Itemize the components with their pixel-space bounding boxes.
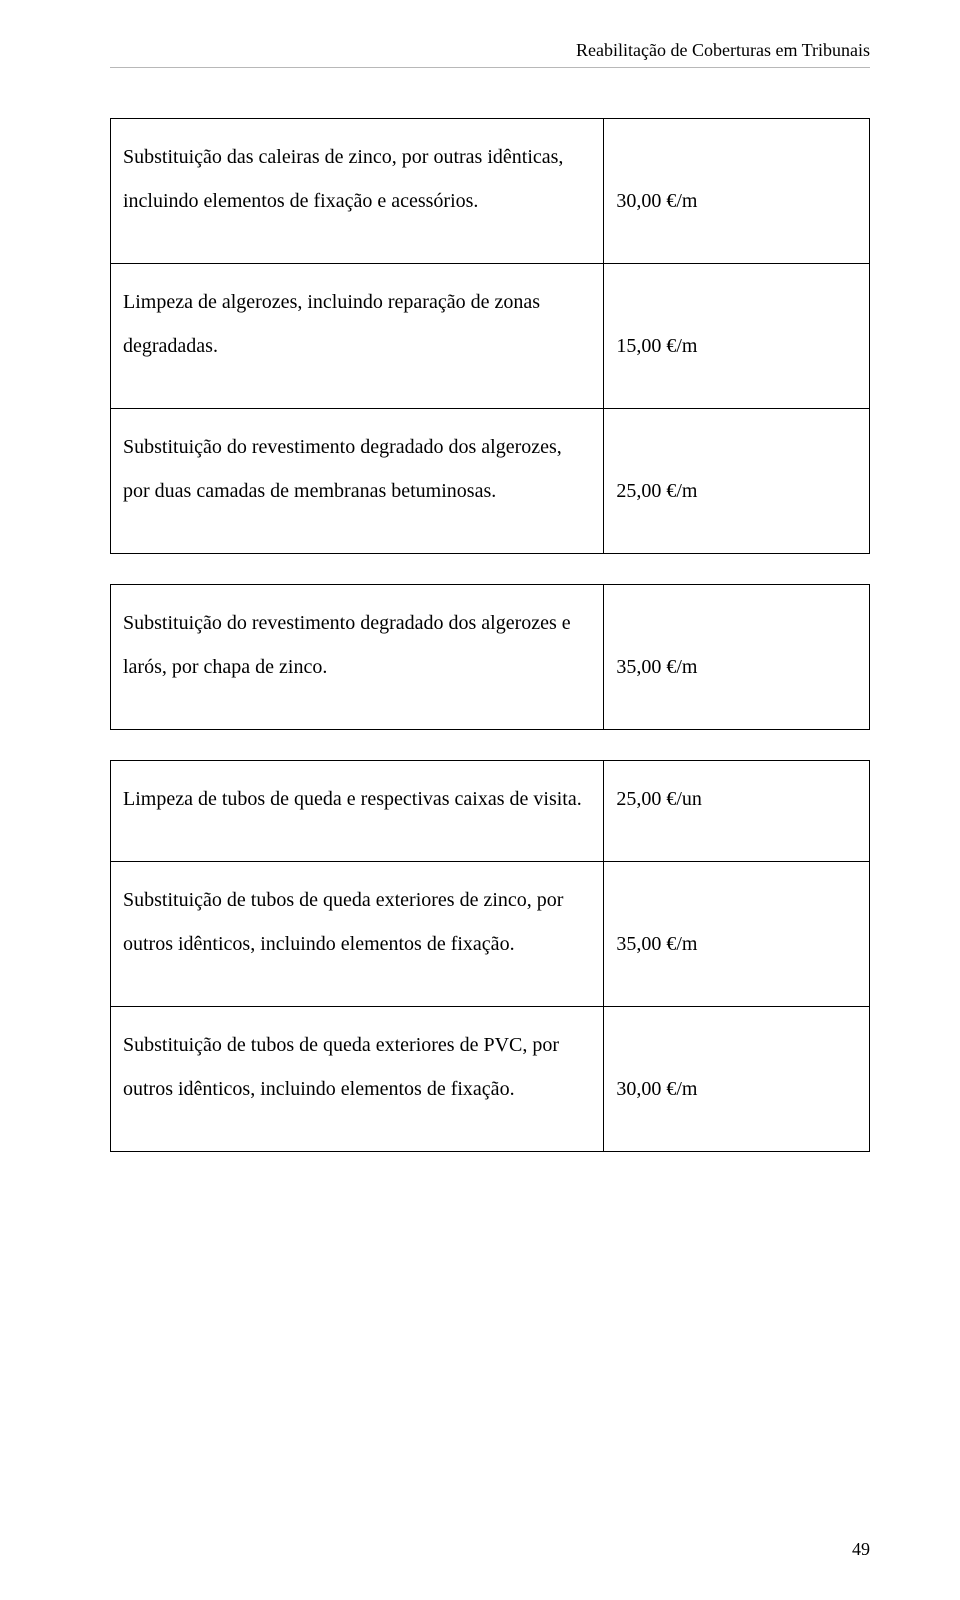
table-row: Limpeza de algerozes, incluindo reparaçã…: [111, 264, 870, 409]
price-cell: 25,00 €/un: [604, 761, 870, 862]
pricing-table-2: Substituição do revestimento degradado d…: [110, 584, 870, 730]
table-row: Limpeza de tubos de queda e respectivas …: [111, 761, 870, 862]
pricing-table-1: Substituição das caleiras de zinco, por …: [110, 118, 870, 554]
page-header-title: Reabilitação de Coberturas em Tribunais: [110, 40, 870, 61]
price-cell: 35,00 €/m: [604, 862, 870, 1007]
table-row: Substituição de tubos de queda exteriore…: [111, 1007, 870, 1152]
description-cell: Limpeza de tubos de queda e respectivas …: [111, 761, 604, 862]
description-cell: Limpeza de algerozes, incluindo reparaçã…: [111, 264, 604, 409]
price-cell: 30,00 €/m: [604, 119, 870, 264]
page-number: 49: [852, 1539, 870, 1560]
description-cell: Substituição de tubos de queda exteriore…: [111, 862, 604, 1007]
header-rule: [110, 67, 870, 68]
price-cell: 15,00 €/m: [604, 264, 870, 409]
table-row: Substituição do revestimento degradado d…: [111, 409, 870, 554]
pricing-table-3: Limpeza de tubos de queda e respectivas …: [110, 760, 870, 1152]
price-cell: 35,00 €/m: [604, 585, 870, 730]
price-cell: 30,00 €/m: [604, 1007, 870, 1152]
description-cell: Substituição das caleiras de zinco, por …: [111, 119, 604, 264]
description-cell: Substituição do revestimento degradado d…: [111, 585, 604, 730]
table-row: Substituição das caleiras de zinco, por …: [111, 119, 870, 264]
table-row: Substituição de tubos de queda exteriore…: [111, 862, 870, 1007]
price-cell: 25,00 €/m: [604, 409, 870, 554]
description-cell: Substituição do revestimento degradado d…: [111, 409, 604, 554]
description-cell: Substituição de tubos de queda exteriore…: [111, 1007, 604, 1152]
table-row: Substituição do revestimento degradado d…: [111, 585, 870, 730]
